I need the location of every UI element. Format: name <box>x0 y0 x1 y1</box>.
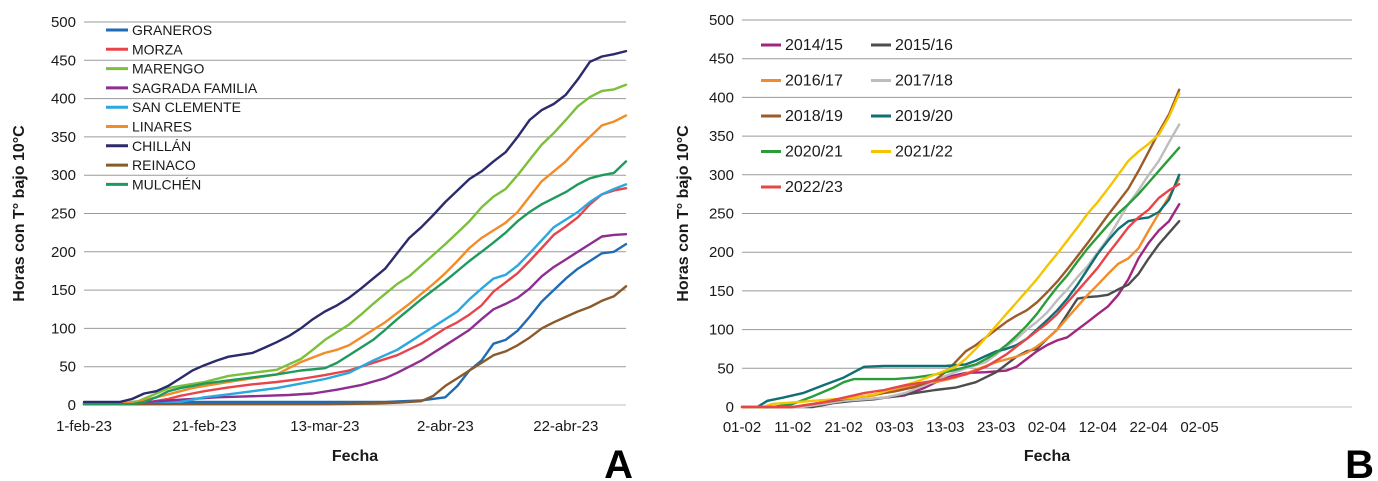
series-line-2022-23 <box>740 182 1181 409</box>
panel-a-label: A <box>604 443 633 481</box>
series-line-graneros <box>82 242 628 404</box>
y-tick-label: 50 <box>59 359 76 376</box>
y-tick-label: 500 <box>709 12 734 29</box>
series-line-mulch-n <box>82 160 628 406</box>
legend-label: CHILLÁN <box>132 138 191 154</box>
legend-item: MORZA <box>106 41 183 57</box>
x-tick-label: 01-02 <box>723 419 761 436</box>
legend-label: MORZA <box>132 41 183 57</box>
y-tick-label: 200 <box>51 244 76 261</box>
y-tick-label: 100 <box>709 322 734 339</box>
y-tick-label: 150 <box>709 283 734 300</box>
legend-label: 2019/20 <box>895 108 953 125</box>
legend-item: 2018/19 <box>761 108 843 125</box>
x-tick-label: 11-02 <box>774 419 811 436</box>
legend-label: 2014/15 <box>785 37 843 54</box>
legend-item: 2016/17 <box>761 73 843 90</box>
series-line-marengo <box>82 83 628 405</box>
legend-label: GRANEROS <box>132 22 212 38</box>
y-tick-label: 100 <box>51 320 76 337</box>
y-tick-label: 200 <box>709 244 734 261</box>
legend: 2014/15 2015/16 2016/17 2017/18 2018/19 2019/… <box>761 37 953 196</box>
legend-item: 2022/23 <box>761 179 843 196</box>
legend-label: LINARES <box>132 119 192 135</box>
series-line-san-clemente <box>82 183 628 406</box>
y-tick-label: 450 <box>709 51 734 68</box>
legend-item: 2015/16 <box>871 37 953 54</box>
legend-label: 2020/21 <box>785 144 843 161</box>
legend-label: MARENGO <box>132 61 204 77</box>
x-tick-label: 21-feb-23 <box>172 418 236 435</box>
legend-label: 2022/23 <box>785 179 843 196</box>
y-tick-label: 0 <box>726 399 734 416</box>
x-tick-label: 22-abr-23 <box>533 418 598 435</box>
x-tick-label: 02-05 <box>1180 419 1218 436</box>
legend-label: SAN CLEMENTE <box>132 99 241 115</box>
x-tick-label: 1-feb-23 <box>56 418 112 435</box>
x-axis-title: Fecha <box>332 448 378 465</box>
chart-panel-b: B 0 50 100 150 200 250 300 350 400 450 500 01-02 11-… <box>675 12 1374 481</box>
y-tick-label: 250 <box>51 206 76 223</box>
x-tick-label: 13-03 <box>926 419 964 436</box>
legend-label: 2018/19 <box>785 108 843 125</box>
legend-item: CHILLÁN <box>106 138 191 154</box>
series-line-sagrada-familia <box>82 233 628 405</box>
y-tick-label: 300 <box>51 167 76 184</box>
legend-item: GRANEROS <box>106 22 212 38</box>
legend-item: SAN CLEMENTE <box>106 99 241 115</box>
x-tick-label: 21-02 <box>824 419 862 436</box>
legend-item: MARENGO <box>106 61 204 77</box>
series-line-2021-22 <box>740 92 1181 409</box>
y-tick-label: 50 <box>717 360 734 377</box>
x-tick-label: 03-03 <box>875 419 913 436</box>
x-tick-label: 23-03 <box>977 419 1015 436</box>
legend-label: REINACO <box>132 157 196 173</box>
legend-item: 2019/20 <box>871 108 953 125</box>
y-tick-label: 450 <box>51 52 76 69</box>
series-line-chill-n <box>82 49 628 404</box>
series-line-2019-20 <box>740 173 1181 409</box>
legend-label: 2021/22 <box>895 144 953 161</box>
y-tick-label: 350 <box>709 128 734 145</box>
panel-b-label: B <box>1345 443 1374 481</box>
x-axis-title: Fecha <box>1024 448 1070 465</box>
series-line-morza <box>82 187 628 405</box>
legend-item: SAGRADA FAMILIA <box>106 80 258 96</box>
y-axis-title: Horas con T° bajo 10°C <box>11 125 28 302</box>
legend-label: MULCHÉN <box>132 176 201 192</box>
legend-label: 2016/17 <box>785 73 843 90</box>
y-tick-label: 150 <box>51 282 76 299</box>
series-line-reinaco <box>82 285 628 406</box>
x-tick-label: 12-04 <box>1079 419 1117 436</box>
y-tick-label: 400 <box>51 91 76 108</box>
legend-label: SAGRADA FAMILIA <box>132 80 258 96</box>
legend-item: 2017/18 <box>871 73 953 90</box>
legend-item: MULCHÉN <box>106 176 201 192</box>
x-tick-label: 22-04 <box>1129 419 1167 436</box>
series-line-2020-21 <box>740 146 1181 409</box>
y-tick-label: 300 <box>709 167 734 184</box>
series-line-linares <box>82 114 628 405</box>
legend-item: LINARES <box>106 119 192 135</box>
x-tick-label: 02-04 <box>1028 419 1066 436</box>
y-tick-label: 350 <box>51 129 76 146</box>
legend-item: 2014/15 <box>761 37 843 54</box>
legend-item: 2021/22 <box>871 144 953 161</box>
legend-item: 2020/21 <box>761 144 843 161</box>
x-tick-label: 13-mar-23 <box>290 418 359 435</box>
y-tick-label: 500 <box>51 14 76 31</box>
series-line-2015-16 <box>740 220 1181 409</box>
chart-panel-a: A 0 50 100 150 200 250 300 350 400 450 500 1-feb-23… <box>11 14 633 481</box>
x-tick-label: 2-abr-23 <box>417 418 474 435</box>
legend-item: REINACO <box>106 157 196 173</box>
y-axis-title: Horas con T° bajo 10°C <box>675 125 692 302</box>
y-tick-label: 0 <box>68 397 76 414</box>
y-tick-label: 250 <box>709 206 734 223</box>
legend-label: 2015/16 <box>895 37 953 54</box>
legend-label: 2017/18 <box>895 73 953 90</box>
y-tick-label: 400 <box>709 89 734 106</box>
legend: GRANEROS MORZA MARENGO SAGRADA FAMILIA SAN C… <box>106 22 258 192</box>
